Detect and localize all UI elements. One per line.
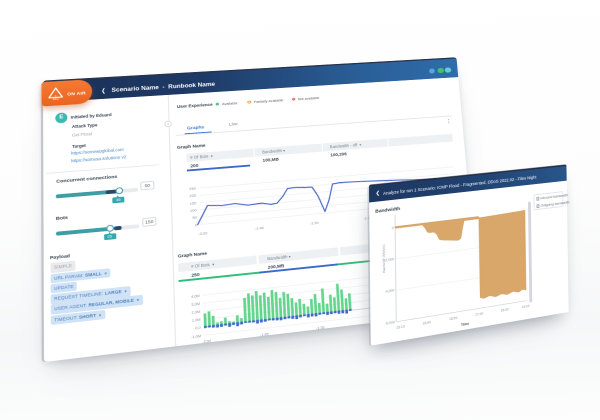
svg-text:2,0M: 2,0M (191, 310, 200, 315)
svg-text:150: 150 (190, 200, 197, 205)
svg-text:0,0: 0,0 (195, 326, 201, 331)
svg-text:15:10: 15:10 (396, 325, 405, 330)
svg-text:16:00: 16:00 (422, 321, 430, 326)
svg-text:-1:30: -1:30 (316, 326, 325, 331)
svg-text:200: 200 (189, 193, 196, 198)
svg-text:17:40: 17:40 (475, 312, 483, 317)
svg-text:!: ! (55, 93, 56, 97)
svg-text:16:50: 16:50 (449, 316, 457, 321)
svg-text:-6,000: -6,000 (385, 321, 395, 326)
svg-text:1,0M: 1,0M (192, 318, 201, 323)
svg-text:19:20: 19:20 (522, 304, 530, 309)
svg-text:-4,000: -4,000 (385, 289, 395, 294)
svg-text:-1,0M: -1,0M (191, 334, 201, 339)
svg-text:-1:15: -1:15 (363, 215, 372, 220)
svg-text:-1:45: -1:45 (260, 332, 269, 337)
svg-text:-2:00: -2:00 (202, 339, 211, 344)
svg-text:-1:30: -1:30 (310, 220, 319, 225)
svg-text:0: 0 (195, 222, 197, 227)
svg-text:100: 100 (190, 208, 197, 213)
svg-text:ddos: ddos (52, 97, 59, 100)
svg-text:-2,000: -2,000 (384, 258, 394, 263)
svg-text:250: 250 (189, 186, 196, 191)
svg-text:Time: Time (461, 321, 470, 327)
svg-text:-2:00: -2:00 (198, 231, 207, 237)
svg-text:-1:45: -1:45 (255, 225, 264, 230)
svg-text:3,0M: 3,0M (191, 302, 200, 307)
svg-text:4,0M: 4,0M (191, 294, 200, 299)
svg-text:18:30: 18:30 (501, 308, 509, 313)
svg-text:50: 50 (192, 215, 197, 220)
svg-text:0: 0 (392, 226, 394, 230)
